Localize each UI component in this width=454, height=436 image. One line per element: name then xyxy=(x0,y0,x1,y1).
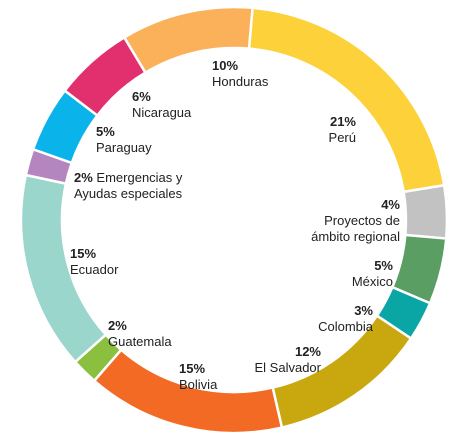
category-label: Perú xyxy=(328,130,356,145)
value-label: 6% xyxy=(132,89,151,104)
category-label: Emergencias y Ayudas especiales xyxy=(74,170,183,201)
value-label: 12% xyxy=(294,344,321,359)
value-label: 4% xyxy=(381,197,400,212)
segment-label: 2% Guatemala xyxy=(108,318,208,350)
segment-label: 15% Bolivia xyxy=(179,361,279,393)
value-label: 15% xyxy=(179,361,206,376)
category-label: Guatemala xyxy=(108,334,172,349)
donut-segment xyxy=(247,6,446,194)
value-label: 10% xyxy=(212,58,239,73)
category-label: Paraguay xyxy=(96,140,152,155)
segment-label: 10% Honduras xyxy=(212,58,312,90)
segment-label: 6% Nicaragua xyxy=(132,89,232,121)
segment-label: 5% Paraguay xyxy=(96,124,196,156)
value-label: 2% xyxy=(74,170,93,185)
value-label: 5% xyxy=(374,258,393,273)
donut-segment xyxy=(402,183,449,240)
segment-label: 4% Proyectos de ámbito regional xyxy=(292,197,400,245)
value-label: 21% xyxy=(329,114,356,129)
category-label: Bolivia xyxy=(179,377,218,392)
category-label: Proyectos de ámbito regional xyxy=(311,213,400,244)
segment-label: 12% El Salvador xyxy=(211,344,321,376)
segment-label: 2% Emergencias y Ayudas especiales xyxy=(74,170,206,202)
donut-segment xyxy=(122,5,254,75)
segment-label: 15% Ecuador xyxy=(70,246,170,278)
category-label: Ecuador xyxy=(70,262,119,277)
category-label: Colombia xyxy=(318,319,373,334)
category-label: Honduras xyxy=(212,74,269,89)
value-label: 3% xyxy=(354,303,373,318)
category-label: El Salvador xyxy=(254,360,321,375)
category-label: Nicaragua xyxy=(132,105,192,120)
segment-label: 3% Colombia xyxy=(273,303,373,335)
category-label: México xyxy=(351,274,393,289)
segment-label: 5% México xyxy=(293,258,393,290)
value-label: 5% xyxy=(96,124,115,139)
value-label: 2% xyxy=(108,318,127,333)
segment-label: 21% Perú xyxy=(236,114,356,146)
value-label: 15% xyxy=(70,246,97,261)
